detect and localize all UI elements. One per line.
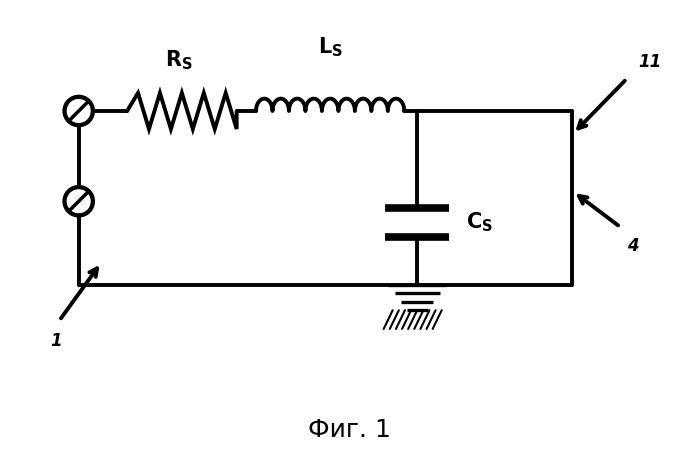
Text: $\mathbf{L_S}$: $\mathbf{L_S}$ — [317, 36, 343, 59]
Text: 1: 1 — [50, 332, 62, 350]
Text: Фиг. 1: Фиг. 1 — [308, 418, 391, 442]
Text: 4: 4 — [627, 237, 638, 255]
Text: $\mathbf{C_S}$: $\mathbf{C_S}$ — [466, 210, 493, 234]
Text: 11: 11 — [638, 53, 661, 71]
Text: $\mathbf{R_S}$: $\mathbf{R_S}$ — [165, 49, 192, 72]
